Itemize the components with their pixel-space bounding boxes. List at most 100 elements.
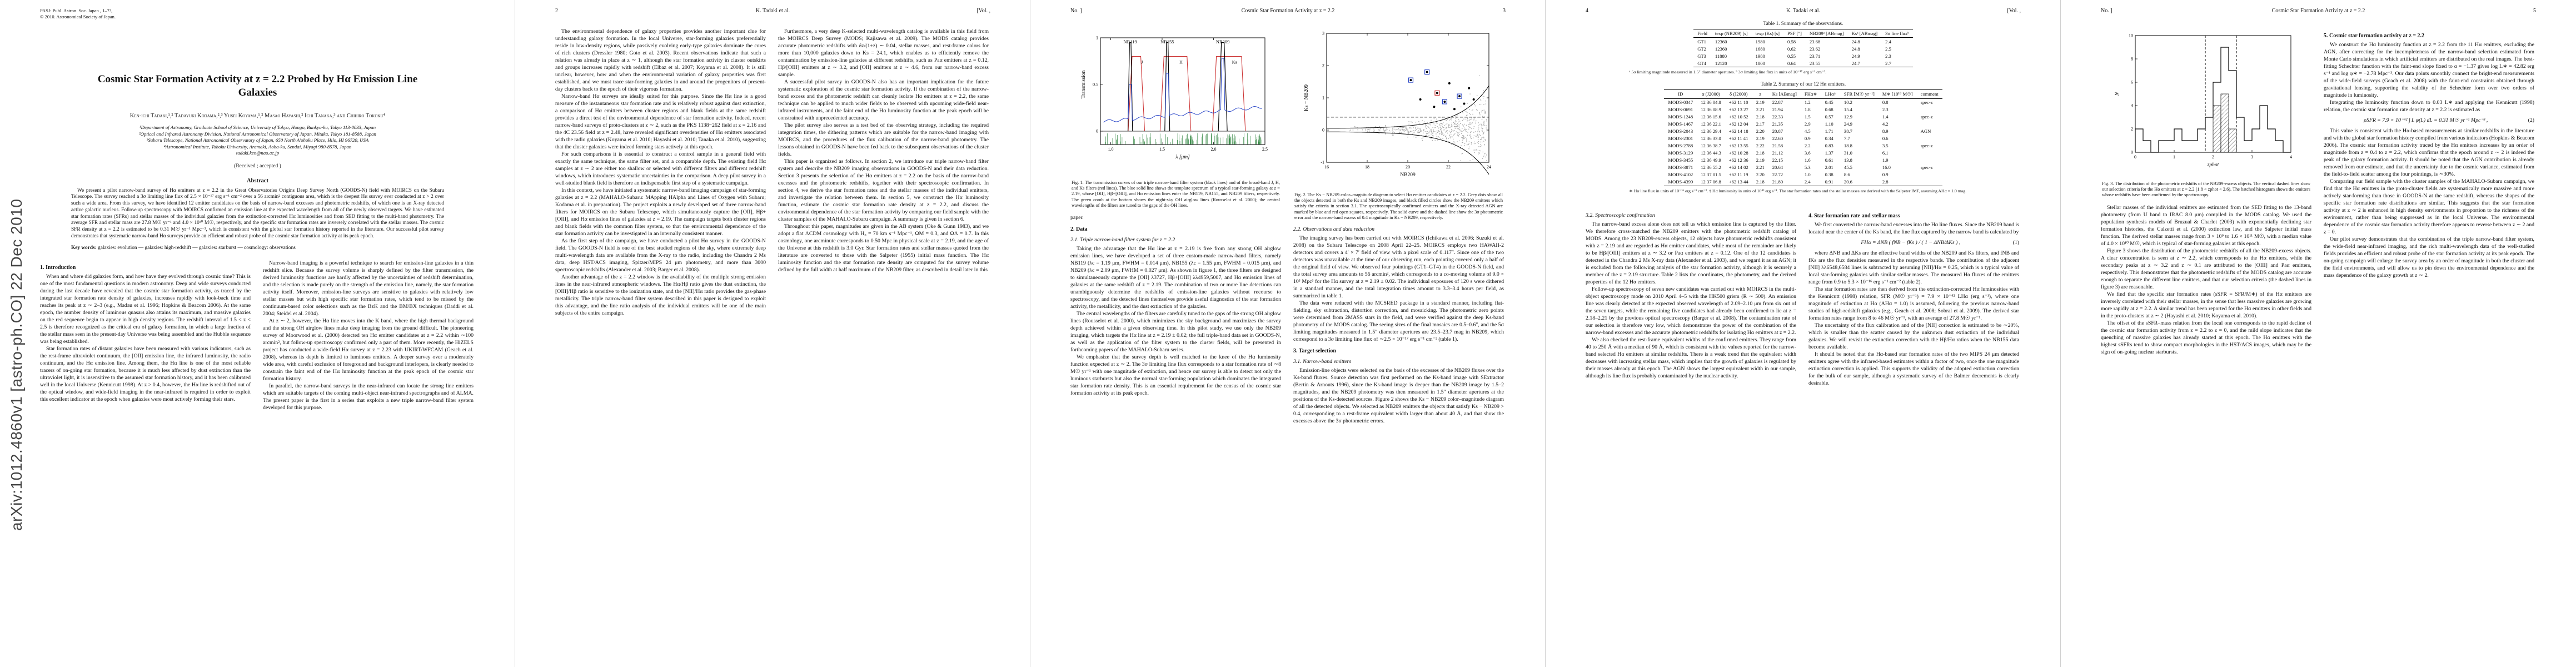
table-cell: 22.60 (1772, 136, 1783, 141)
equation-number: (2) (2528, 117, 2534, 123)
table-cell: MODS-3455 (1668, 157, 1693, 163)
arxiv-stamp: arXiv:1012.4860v1 [astro-ph.CO] 22 Dec 2… (8, 198, 25, 531)
table-cell: 1.4 (1882, 114, 1889, 120)
svg-text:6: 6 (2131, 80, 2133, 85)
svg-text:0: 0 (2131, 150, 2133, 155)
table-row: MODS-1467 12 36 22.1 +62 12 04 2.17 21.35 2.9… (1664, 121, 1942, 128)
paragraph: For such comparisons it is essential to … (555, 151, 766, 186)
paragraph: Figure 3 shows the distribution of the p… (2101, 247, 2311, 290)
table-cell: 2.5 (1885, 46, 1891, 52)
table-cell: MODS-2788 (1668, 143, 1693, 148)
table-cell: 24.7 (1847, 59, 1882, 67)
table-cell: MODS-3129 (1668, 150, 1693, 156)
paragraph: We find that the specific star formation… (2101, 291, 2311, 319)
table-cell: 2.2 (1804, 143, 1811, 148)
running-head-pageno: 5 (2533, 8, 2536, 14)
table-cell: MODS-4102 (1668, 172, 1693, 177)
svg-text:J: J (1141, 60, 1143, 65)
svg-text:2.0: 2.0 (1210, 147, 1216, 152)
journal-header-line1: PASJ: Publ. Astron. Soc. Japan , 1–??, (40, 8, 113, 13)
paragraph: The pilot survey also serves as a test b… (778, 122, 989, 157)
table-cell: 4.5 (1804, 128, 1811, 134)
table-cell: 8.9 (1882, 128, 1889, 134)
author-list: Ken-ichi Tadaki,¹,² Tadayuki Kodama,²,³ … (129, 113, 386, 119)
svg-text:λ [μm]: λ [μm] (1175, 155, 1190, 160)
data-table: ID α (J2000) δ (J2000) z Ks [ABmag] FHα∗ LHα† S… (1664, 89, 1942, 186)
table-cell (1917, 135, 1942, 142)
table-row: GT4 12120 1800 0.64 23.55 24.7 2.7 (1693, 59, 1913, 67)
table-cell: 0.68 (1825, 107, 1833, 112)
column-header: ID (1664, 89, 1697, 99)
table-cell: 24.9 (1851, 53, 1860, 59)
tables-zone: Table 1. Summary of the observations. Fie… (1586, 21, 2021, 200)
table-cell: 20.64 (1772, 165, 1783, 170)
error-curve-lower (1326, 131, 1489, 175)
table-cell: 0.64 (1783, 59, 1806, 67)
table-row: MODS-2788 12 36 38.7 +62 13 55 2.22 21.58 2.2… (1664, 142, 1942, 150)
paragraph: Narrow-band Hα surveys are ideally suite… (555, 93, 766, 150)
table-cell: 0.91 (1821, 178, 1840, 186)
svg-text:3: 3 (1322, 31, 1324, 36)
figure-2-plot: 16 18 20 22 24 -1 0 1 2 3 NB209 Ks − NB209 (1301, 28, 1497, 189)
table-caption: Table 2. Summary of our 12 Hα emitters. (1760, 81, 1846, 87)
figure-2-caption: Fig. 2. The Ks − NB209 color–magnitude d… (1294, 192, 1503, 220)
table-cell: 22.87 (1772, 99, 1783, 105)
table-cell: 2.7 (1881, 59, 1913, 67)
running-head: 4 K. Tadaki et al. [Vol. , (1586, 8, 2021, 14)
running-head-volmark: [Vol. , (976, 8, 990, 14)
section-heading: 4. Star formation rate and stellar mass (1808, 213, 1900, 219)
table-cell: 12 36 08.9 (1701, 107, 1721, 112)
table-cell: 2.19 (1756, 157, 1765, 163)
table-cell: 0.45 (1825, 99, 1833, 105)
svg-text:0: 0 (2134, 155, 2136, 160)
narrowband-filter-curve (1218, 42, 1228, 132)
table-cell: 23.55 (1805, 59, 1848, 67)
table-cell: 22.33 (1772, 114, 1783, 120)
running-head-title: K. Tadaki et al. (755, 8, 790, 14)
figure-2: 16 18 20 22 24 -1 0 1 2 3 NB209 Ks − NB209 Fig. 2. … (1293, 28, 1504, 221)
page-4: 4 K. Tadaki et al. [Vol. , Table 1. Summ… (1546, 0, 2061, 667)
affiliation-line: ¹Department of Astronomy, Graduate Schoo… (139, 125, 376, 130)
table-cell: GT2 (1697, 46, 1706, 52)
section-heading: 5. Cosmic star formation activity at z =… (2324, 33, 2425, 39)
page-4-content: 4 K. Tadaki et al. [Vol. , Table 1. Summ… (1546, 0, 2061, 667)
column-header: PSF [″] (1783, 29, 1806, 38)
table-cell: MODS-3871 (1668, 165, 1693, 170)
table-cell: +62 10 52 (1728, 114, 1748, 120)
table-cell: spec-z (1920, 99, 1933, 105)
table-cell: 2.21 (1756, 165, 1765, 170)
table-cell: 23.71 (1809, 53, 1821, 59)
table-cell: 22.15 (1772, 157, 1783, 163)
page-5: No. ] Cosmic Star Formation Activity at … (2061, 0, 2576, 667)
equation-body: ρSFR = 7.9 × 10⁻⁴² ∫ L φ(L) dL = 0.31 M☉… (2364, 117, 2488, 123)
table-cell: 1.2 (1804, 99, 1811, 105)
svg-text:NB119: NB119 (1123, 39, 1137, 44)
column-header: texp (NB209) [s] (1711, 29, 1752, 38)
paper-title: Cosmic Star Formation Activity at z = 2.… (57, 73, 459, 99)
narrowband-filter-curve (1127, 42, 1133, 132)
table-row: GT2 12360 1680 0.62 23.62 24.8 2.5 (1693, 45, 1913, 52)
table-cell: 1.8 (1804, 107, 1811, 112)
section-heading: 2. Data (1070, 226, 1088, 233)
page-3: No. ] Cosmic Star Formation Activity at … (1030, 0, 1546, 667)
all-emitters-histogram (2134, 47, 2291, 153)
table-cell: MODS-1248 (1668, 114, 1693, 120)
table-note: ᵃ 5σ limiting magnitude measured in 1.5″… (1629, 69, 1827, 74)
table-cell: 21.58 (1772, 143, 1783, 148)
paragraph: The uncertainty of the flux calibration … (1808, 322, 2019, 350)
emitter-points (1408, 69, 1475, 111)
table-cell: 15.4 (1843, 107, 1852, 112)
table-cell: 1.10 (1825, 121, 1833, 127)
paragraph: Another advantage of the z = 2.2 window … (555, 274, 766, 316)
table-cell: 20.87 (1772, 128, 1783, 134)
table-cell: 8.6 (1843, 172, 1850, 177)
page-4-column-left: 3.2. Spectroscopic confirmation The narro… (1586, 208, 1796, 667)
table-cell: 0.6 (1882, 136, 1889, 141)
abstract-text: We present a pilot narrow-band survey of… (71, 187, 444, 240)
svg-text:NB209: NB209 (1400, 172, 1416, 178)
table-cell: 2.3 (1885, 53, 1891, 59)
broadband-filter-curve (1159, 56, 1191, 132)
table-row: MODS-2043 12 36 29.4 +62 14 18 2.20 20.87 4.5… (1664, 128, 1942, 135)
table-cell: 12 36 29.4 (1701, 128, 1721, 134)
svg-text:2: 2 (2212, 155, 2214, 160)
